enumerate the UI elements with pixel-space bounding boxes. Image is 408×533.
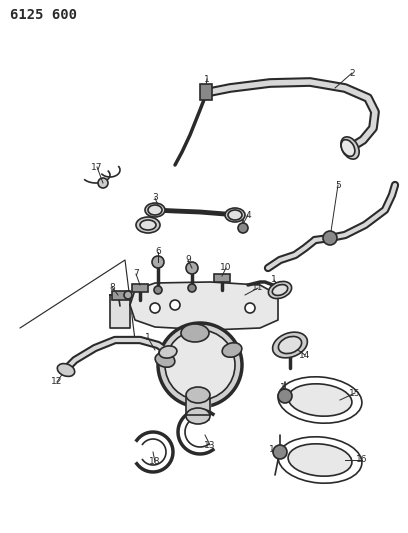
Text: 7: 7	[133, 270, 139, 279]
Ellipse shape	[278, 437, 362, 483]
Text: 8: 8	[109, 282, 115, 292]
Text: 9: 9	[185, 255, 191, 264]
Text: 1: 1	[145, 334, 151, 343]
Ellipse shape	[222, 343, 242, 357]
Ellipse shape	[278, 336, 302, 353]
Circle shape	[238, 223, 248, 233]
Text: 10: 10	[220, 263, 232, 272]
Circle shape	[245, 303, 255, 313]
Text: 3: 3	[152, 193, 158, 203]
Ellipse shape	[57, 364, 75, 376]
Text: 4: 4	[245, 211, 251, 220]
Circle shape	[186, 262, 198, 274]
Text: 6125 600: 6125 600	[10, 8, 77, 22]
Circle shape	[278, 389, 292, 403]
Text: 15: 15	[349, 389, 361, 398]
Circle shape	[170, 300, 180, 310]
Circle shape	[154, 286, 162, 294]
Text: 1: 1	[280, 384, 286, 392]
Ellipse shape	[186, 408, 210, 424]
Circle shape	[165, 330, 235, 400]
Text: 1: 1	[271, 276, 277, 285]
Text: 13: 13	[204, 440, 216, 449]
Circle shape	[152, 256, 164, 268]
Circle shape	[273, 445, 287, 459]
Ellipse shape	[136, 217, 160, 233]
Ellipse shape	[181, 324, 209, 342]
Text: 6: 6	[155, 247, 161, 256]
Text: 2: 2	[349, 69, 355, 77]
Ellipse shape	[225, 208, 245, 222]
Text: 11: 11	[252, 284, 264, 293]
Bar	[132, 284, 148, 292]
Ellipse shape	[273, 332, 307, 358]
Text: 16: 16	[356, 456, 368, 464]
Circle shape	[158, 323, 242, 407]
Ellipse shape	[186, 387, 210, 403]
Text: 5: 5	[335, 181, 341, 190]
Ellipse shape	[155, 353, 175, 367]
Bar	[214, 274, 230, 282]
Bar	[200, 84, 212, 100]
Ellipse shape	[228, 210, 242, 220]
Text: 14: 14	[299, 351, 310, 359]
Circle shape	[124, 291, 132, 299]
Ellipse shape	[288, 444, 352, 476]
Circle shape	[188, 284, 196, 292]
Ellipse shape	[145, 203, 165, 217]
Ellipse shape	[341, 140, 355, 156]
Circle shape	[98, 178, 108, 188]
Text: 12: 12	[51, 377, 63, 386]
Text: 17: 17	[91, 163, 103, 172]
Ellipse shape	[288, 384, 352, 416]
Text: 1: 1	[204, 75, 210, 84]
Text: 1: 1	[269, 446, 275, 455]
Ellipse shape	[341, 137, 359, 159]
Bar	[112, 291, 130, 300]
Ellipse shape	[272, 285, 288, 295]
Ellipse shape	[148, 205, 162, 215]
Circle shape	[150, 303, 160, 313]
Ellipse shape	[140, 220, 156, 230]
Ellipse shape	[278, 377, 362, 423]
Text: 18: 18	[149, 457, 161, 466]
Ellipse shape	[268, 281, 292, 298]
Polygon shape	[186, 398, 210, 415]
Circle shape	[323, 231, 337, 245]
Polygon shape	[130, 282, 278, 330]
Ellipse shape	[159, 346, 177, 358]
Polygon shape	[110, 295, 130, 328]
